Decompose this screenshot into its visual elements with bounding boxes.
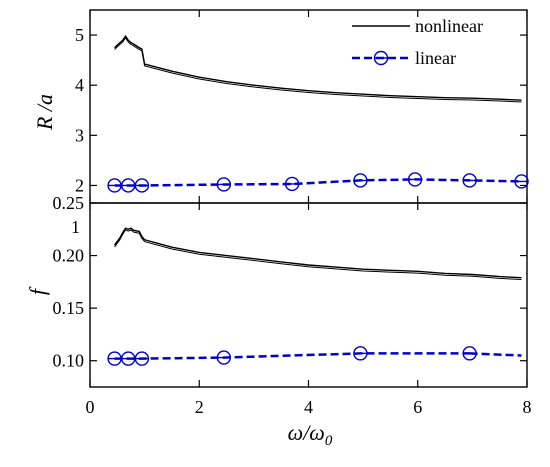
bottom-series-nonlinear-trace xyxy=(114,229,522,280)
bottom-x-tick-label: 6 xyxy=(413,397,422,417)
bottom-panel-series xyxy=(107,227,522,366)
top-y-tick-label: 3 xyxy=(75,125,84,145)
bottom-x-tick-label: 0 xyxy=(86,397,95,417)
top-series-linear xyxy=(114,178,522,187)
bottom-panel-axes: 0.10 0.15 0.20 0.25 0 2 4 6 8 1 xyxy=(53,193,532,417)
top-panel-frame xyxy=(89,9,528,204)
bottom-extra-tick-label: 1 xyxy=(71,217,80,237)
bottom-x-tick-label: 2 xyxy=(195,397,204,417)
bottom-y-tick-label: 0.20 xyxy=(53,246,85,266)
x-axis-title: ω/ω0 xyxy=(288,420,333,449)
top-y-tick-label: 5 xyxy=(75,25,84,45)
bottom-series-nonlinear xyxy=(114,227,522,279)
legend-linear-label: linear xyxy=(415,48,456,68)
bottom-y-axis-title: f xyxy=(25,286,50,295)
top-series-nonlinear xyxy=(114,34,522,101)
bottom-y-tick-label: 0.25 xyxy=(53,193,85,213)
top-panel-axes: 2 3 4 5 xyxy=(75,10,528,203)
x-axis-title-sub: 0 xyxy=(325,433,333,449)
bottom-y-tick-label: 0.10 xyxy=(53,351,85,371)
bottom-y-tick-label: 0.15 xyxy=(53,298,85,318)
top-panel-series xyxy=(107,34,529,193)
x-axis-title-main: ω/ω xyxy=(288,420,325,445)
bottom-series-linear-tail xyxy=(469,352,522,357)
top-series-nonlinear-trace xyxy=(114,37,522,103)
bottom-x-tick-label: 8 xyxy=(523,397,532,417)
top-y-axis-title: R /a xyxy=(32,94,57,131)
bottom-series-linear xyxy=(114,352,470,360)
legend: nonlinear linear xyxy=(352,16,483,68)
bottom-x-tick-label: 4 xyxy=(304,397,313,417)
top-y-tick-label: 4 xyxy=(75,75,84,95)
top-y-axis-title-r: R xyxy=(32,116,57,131)
top-y-axis-title-rest: /a xyxy=(32,94,57,117)
top-y-tick-label: 2 xyxy=(75,175,84,195)
legend-nonlinear-label: nonlinear xyxy=(415,16,483,36)
